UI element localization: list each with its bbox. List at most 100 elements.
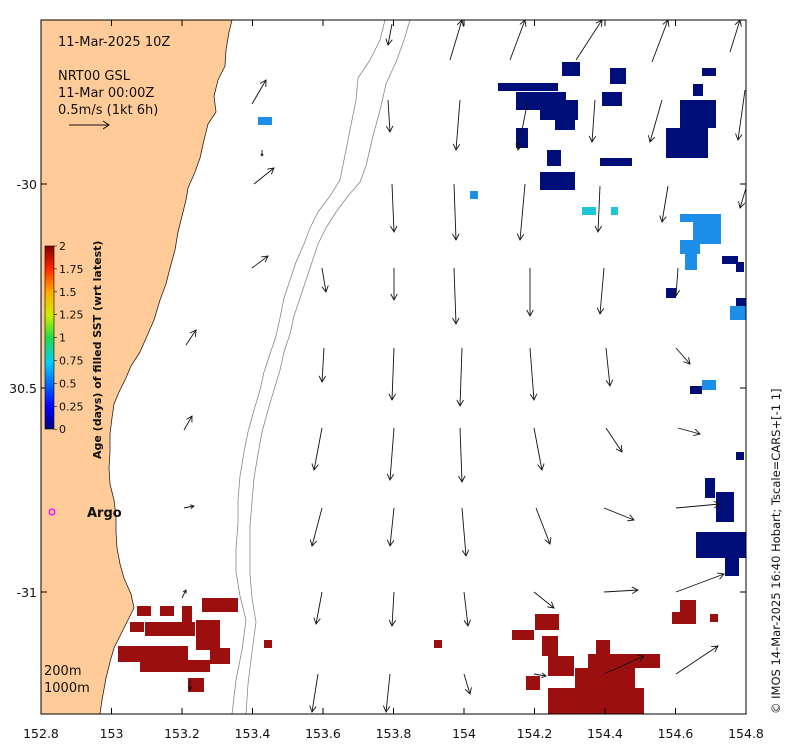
current-vector xyxy=(386,507,395,547)
current-vector xyxy=(526,268,534,317)
x-tick-label: 154.2 xyxy=(517,726,553,741)
current-vector xyxy=(509,20,527,61)
current-vector xyxy=(738,187,746,209)
current-vector xyxy=(318,347,327,383)
y-tick-label: -31 xyxy=(17,585,37,600)
current-vector xyxy=(533,591,555,609)
current-vector xyxy=(677,427,701,437)
current-vector xyxy=(533,427,545,471)
argo-float-marker xyxy=(48,508,56,516)
x-tick-label: 153 xyxy=(100,726,124,741)
sst-age-cell xyxy=(685,250,697,270)
sst-age-cell xyxy=(680,100,716,128)
current-vector xyxy=(675,645,719,675)
x-tick-label: 152.8 xyxy=(23,726,59,741)
current-vector xyxy=(449,20,464,61)
y-tick-label: 30.5 xyxy=(9,381,37,396)
sst-age-cell xyxy=(693,214,721,244)
sst-age-cell xyxy=(705,478,715,498)
y-axis: -30 30.5 -31 xyxy=(9,177,746,600)
sst-age-cell xyxy=(140,660,210,672)
sst-age-cell xyxy=(542,636,558,656)
sst-age-cell xyxy=(470,191,478,199)
current-vector xyxy=(452,267,460,325)
sst-age-cell xyxy=(548,656,574,676)
colorbar-tick-label: 1.75 xyxy=(59,263,84,276)
sst-age-cell xyxy=(693,84,703,96)
current-vector xyxy=(729,20,742,53)
current-vector xyxy=(588,99,597,143)
sst-age-cell xyxy=(540,172,575,190)
scale-arrow xyxy=(69,120,110,130)
x-tick-label: 153.8 xyxy=(376,726,412,741)
sst-age-cell xyxy=(611,207,618,215)
current-vector xyxy=(456,347,464,407)
sst-age-cell xyxy=(690,386,702,394)
sst-age-cell xyxy=(672,612,688,624)
depth-label-1000m: 1000m xyxy=(44,681,90,696)
sst-age-cell xyxy=(702,68,716,76)
sst-age-cell xyxy=(562,62,580,76)
sst-age-cell xyxy=(526,676,540,690)
map-datetime: 11-Mar-2025 10Z xyxy=(58,35,170,50)
current-vector xyxy=(382,673,391,713)
sst-age-cell xyxy=(736,452,744,460)
sst-age-cell xyxy=(582,207,596,215)
current-vector xyxy=(313,591,323,625)
current-vector xyxy=(575,20,603,61)
colorbar-tick-label: 2 xyxy=(59,240,66,253)
current-vector xyxy=(672,267,681,297)
current-vector xyxy=(603,655,645,675)
current-vector xyxy=(463,673,472,695)
current-vector xyxy=(651,20,670,63)
sst-age-cell xyxy=(710,614,718,622)
colorbar-title: Age (days) of filled SST (wrt latest) xyxy=(91,241,104,459)
sst-age-cell xyxy=(716,492,734,522)
colorbar-tick-label: 0.5 xyxy=(59,377,77,390)
sst-age-cell xyxy=(137,606,151,616)
current-vector xyxy=(181,589,187,599)
sst-age-cell xyxy=(202,598,238,612)
sst-age-cell xyxy=(118,646,188,662)
current-vector xyxy=(529,347,538,401)
current-vector xyxy=(605,427,623,453)
argo-label: Argo xyxy=(87,506,122,521)
sst-age-cell xyxy=(702,380,716,390)
current-vector xyxy=(390,268,398,301)
current-vector xyxy=(452,183,460,241)
current-vector xyxy=(260,150,264,157)
x-tick-label: 153.2 xyxy=(164,726,200,741)
current-vector xyxy=(388,591,397,627)
sst-age-cell xyxy=(130,622,144,632)
sst-age-cell xyxy=(575,668,635,688)
sst-age-cell xyxy=(512,630,534,640)
current-vector xyxy=(463,591,471,627)
sst-age-cell xyxy=(548,688,644,714)
sst-age-cell xyxy=(725,556,739,576)
current-vector xyxy=(594,185,602,233)
current-vector xyxy=(675,347,691,365)
current-vector xyxy=(309,673,319,713)
sst-age-cell xyxy=(258,117,272,125)
sst-age-cell xyxy=(160,606,174,616)
colorbar-tick-label: 1.25 xyxy=(59,309,84,322)
sst-age-cell xyxy=(666,128,708,158)
current-vector xyxy=(386,427,395,481)
current-vector xyxy=(385,99,394,133)
current-vector xyxy=(659,185,669,223)
current-vector xyxy=(183,415,193,431)
sst-age-cell xyxy=(547,150,561,166)
current-vector xyxy=(388,347,396,401)
current-vector xyxy=(309,507,323,547)
land-area xyxy=(41,20,233,714)
sst-age-cell xyxy=(540,100,578,120)
analysis-time: 11-Mar 00:00Z xyxy=(58,86,154,101)
sst-age-cell xyxy=(182,606,192,636)
current-vector xyxy=(321,267,329,293)
current-vector xyxy=(596,267,605,315)
current-vector xyxy=(385,23,393,46)
current-vector xyxy=(535,507,552,545)
current-vector xyxy=(251,79,267,105)
sst-age-cell xyxy=(188,678,204,692)
current-vector xyxy=(533,672,547,679)
